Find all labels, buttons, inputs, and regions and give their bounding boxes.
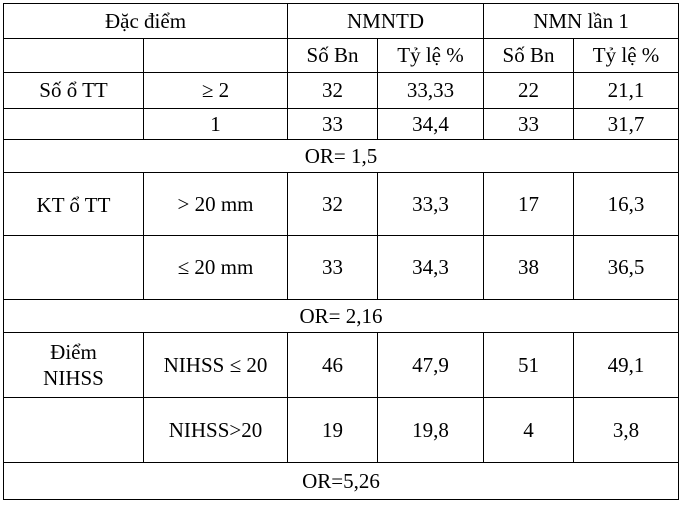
table-row: KT ổ TT > 20 mm 32 33,3 17 16,3 (3, 172, 680, 236)
section-label-empty (3, 235, 144, 300)
cell: 31,7 (573, 108, 680, 140)
odds-ratio-row: OR= 2,16 (2, 299, 680, 333)
cell: 38 (483, 235, 575, 300)
section-label: KT ổ TT (3, 172, 144, 236)
header-blank (3, 38, 144, 73)
results-table: Đặc điểm NMNTD NMN lần 1 Số Bn Tỷ lệ % S… (2, 3, 680, 500)
row-sub: NIHSS ≤ 20 (142, 332, 289, 398)
table-row: 1 33 34,4 33 31,7 (3, 108, 680, 140)
header-group-2: NMN lần 1 (483, 3, 680, 39)
cell: 4 (483, 397, 575, 463)
cell: 47,9 (377, 332, 485, 398)
table-row: Số ổ TT ≥ 2 32 33,33 22 21,1 (3, 72, 680, 109)
odds-ratio: OR= 1,5 (2, 139, 680, 173)
cell: 49,1 (573, 332, 680, 398)
cell: 34,4 (377, 108, 485, 140)
cell: 34,3 (377, 235, 485, 300)
cell: 33 (287, 235, 379, 300)
table-row: ≤ 20 mm 33 34,3 38 36,5 (3, 235, 680, 300)
cell: 32 (287, 172, 379, 236)
row-sub: NIHSS>20 (142, 397, 289, 463)
cell: 33 (483, 108, 575, 140)
cell: 16,3 (573, 172, 680, 236)
row-sub: 1 (142, 108, 289, 140)
cell: 33 (287, 108, 379, 140)
cell: 51 (483, 332, 575, 398)
header-row-1: Đặc điểm NMNTD NMN lần 1 (2, 3, 680, 39)
odds-ratio-row: OR= 1,5 (2, 139, 680, 173)
header-count-1: Số Bn (287, 38, 379, 73)
cell: 19 (287, 397, 379, 463)
odds-ratio: OR=5,26 (2, 462, 680, 500)
cell: 36,5 (573, 235, 680, 300)
header-feature: Đặc điểm (2, 3, 289, 39)
header-group-1: NMNTD (287, 3, 485, 39)
section-label-line-1: Điểm (50, 340, 97, 364)
table-row: Điểm NIHSS NIHSS ≤ 20 46 47,9 51 49,1 (3, 332, 680, 398)
row-sub: ≥ 2 (142, 72, 289, 109)
header-row-2: Số Bn Tỷ lệ % Số Bn Tỷ lệ % (3, 38, 680, 73)
section-label-line-2: NIHSS (43, 366, 104, 390)
table-row: NIHSS>20 19 19,8 4 3,8 (3, 397, 680, 463)
row-sub: > 20 mm (142, 172, 289, 236)
cell: 32 (287, 72, 379, 109)
cell: 22 (483, 72, 575, 109)
row-sub: ≤ 20 mm (142, 235, 289, 300)
cell: 46 (287, 332, 379, 398)
cell: 3,8 (573, 397, 680, 463)
odds-ratio: OR= 2,16 (2, 299, 680, 333)
cell: 17 (483, 172, 575, 236)
header-percent-2: Tỷ lệ % (573, 38, 680, 73)
cell: 19,8 (377, 397, 485, 463)
section-label: Điểm NIHSS (3, 332, 144, 398)
cell: 33,3 (377, 172, 485, 236)
section-label-empty (3, 108, 144, 140)
cell: 21,1 (573, 72, 680, 109)
header-blank (142, 38, 289, 73)
header-percent-1: Tỷ lệ % (377, 38, 485, 73)
cell: 33,33 (377, 72, 485, 109)
odds-ratio-row: OR=5,26 (2, 462, 680, 500)
section-label-empty (3, 397, 144, 463)
header-count-2: Số Bn (483, 38, 575, 73)
section-label: Số ổ TT (3, 72, 144, 109)
